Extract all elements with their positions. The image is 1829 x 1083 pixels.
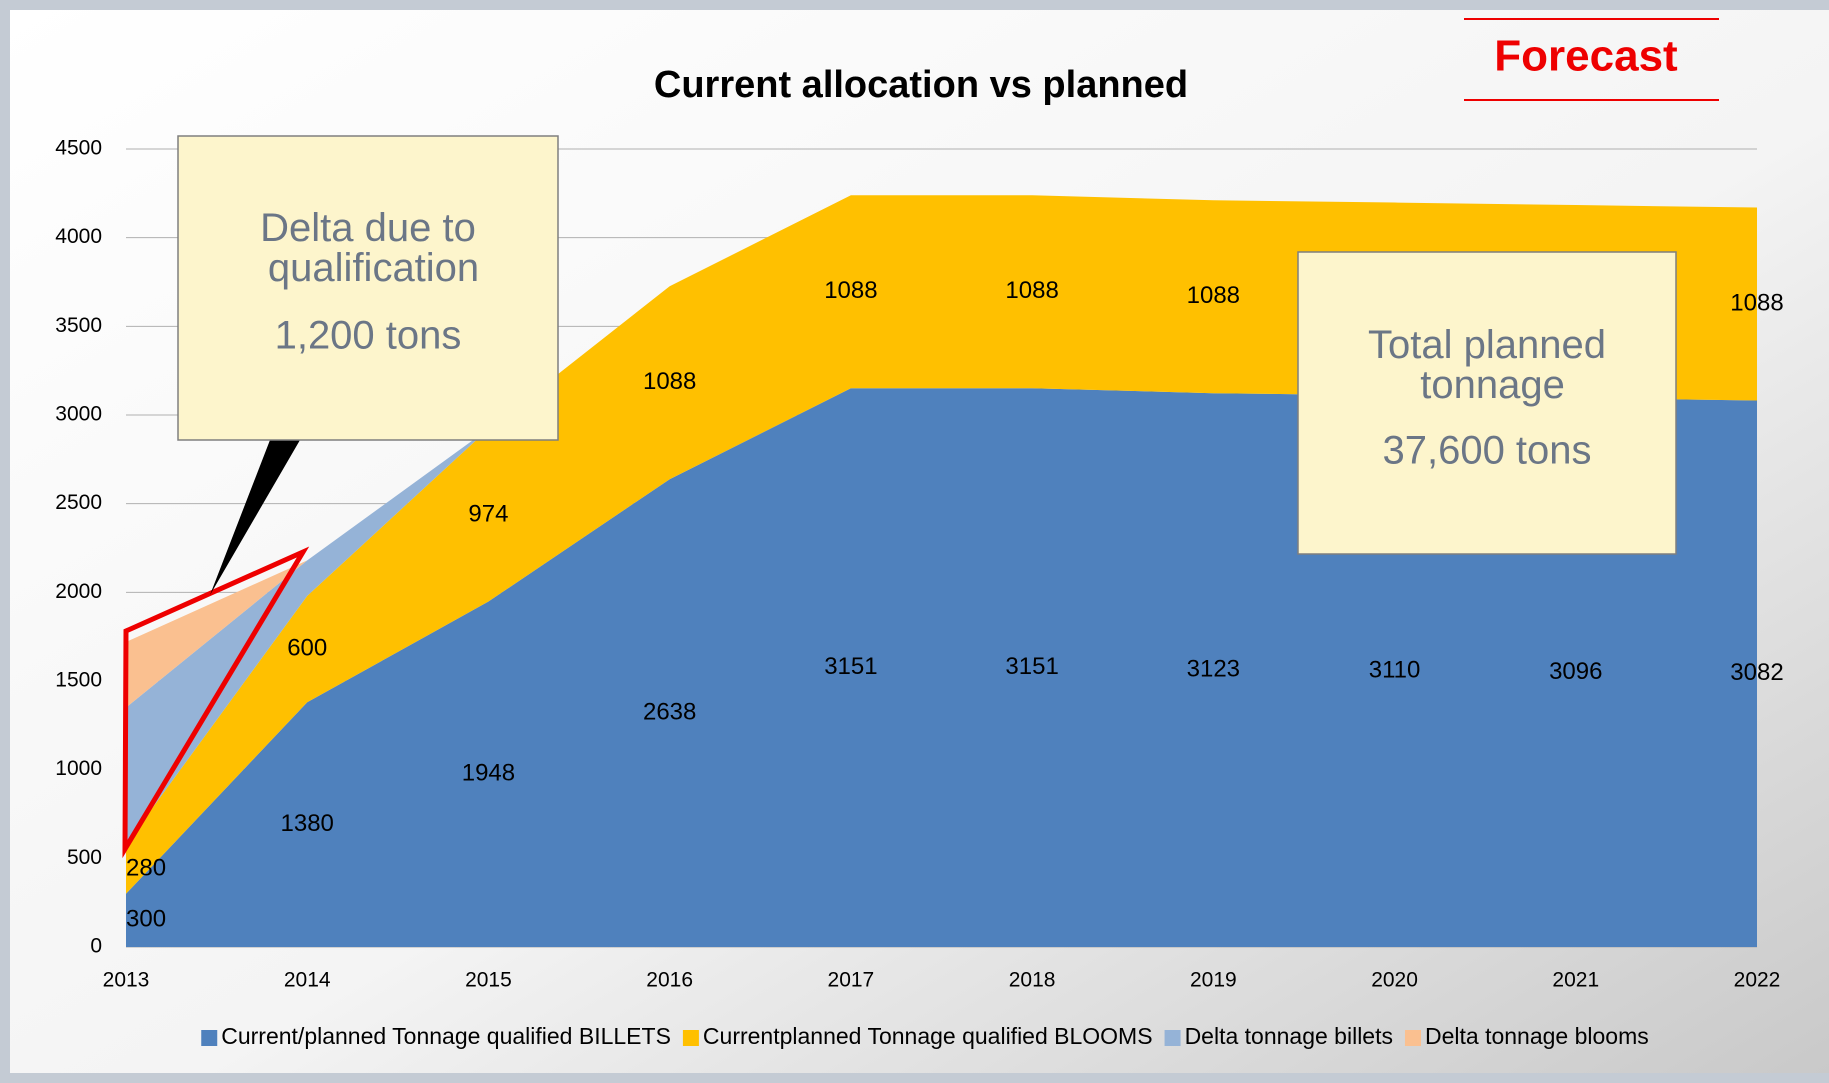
legend-label: Current/planned Tonnage qualified BILLET… — [221, 1023, 671, 1049]
callout-value: 37,600 tons — [1382, 429, 1591, 473]
legend-label: Delta tonnage billets — [1185, 1023, 1393, 1049]
data-label: 974 — [468, 501, 508, 528]
legend-swatch — [201, 1030, 218, 1046]
highlight — [122, 546, 310, 859]
data-label: 1948 — [462, 760, 515, 787]
y-tick-label: 1500 — [55, 669, 102, 692]
data-label: 1088 — [1005, 277, 1058, 304]
y-tick-label: 1000 — [55, 757, 102, 780]
y-tick-label: 2000 — [55, 580, 102, 603]
legend: Current/planned Tonnage qualified BILLET… — [201, 1023, 1649, 1049]
data-label: 280 — [126, 854, 166, 881]
callout-box — [1297, 251, 1677, 555]
y-tick-label: 3500 — [55, 314, 102, 337]
forecast-label: Forecast — [1494, 32, 1678, 81]
y-tick-label: 2500 — [55, 491, 102, 514]
y-tick-label: 4000 — [55, 225, 102, 248]
legend-label: Currentplanned Tonnage qualified BLOOMS — [703, 1023, 1153, 1049]
x-tick-label: 2013 — [103, 969, 150, 992]
data-label: 3151 — [1005, 653, 1058, 680]
data-label: 3123 — [1187, 655, 1240, 682]
y-tick-label: 0 — [90, 935, 102, 958]
legend-swatch — [1164, 1030, 1181, 1046]
x-tick-label: 2019 — [1190, 969, 1237, 992]
data-label: 3096 — [1549, 658, 1602, 685]
x-tick-label: 2015 — [465, 969, 512, 992]
callout-value: 1,200 tons — [275, 314, 462, 358]
y-tick-label: 4500 — [55, 137, 102, 160]
y-tick-label: 500 — [67, 846, 102, 869]
data-label: 3110 — [1369, 657, 1421, 684]
y-tick-label: 3000 — [55, 403, 102, 426]
data-label: 300 — [126, 906, 166, 933]
data-label: 3082 — [1730, 659, 1783, 686]
callout-pointer — [210, 440, 300, 595]
data-label: 3151 — [824, 653, 877, 680]
x-tick-label: 2017 — [828, 969, 875, 992]
callout-box — [177, 135, 559, 441]
data-label: 1088 — [643, 368, 696, 395]
x-tick-label: 2021 — [1552, 969, 1599, 992]
data-label: 600 — [287, 634, 327, 661]
chart-title: Current allocation vs planned — [654, 64, 1188, 106]
legend-swatch — [1404, 1030, 1421, 1046]
callout-title: Delta due to qualification — [257, 206, 479, 290]
data-label: 1088 — [824, 277, 877, 304]
x-tick-label: 2016 — [646, 969, 693, 992]
x-tick-label: 2018 — [1009, 969, 1056, 992]
data-label: 1088 — [1730, 289, 1783, 316]
callout-title: Total planned tonnage — [1368, 323, 1606, 407]
x-tick-label: 2022 — [1734, 969, 1781, 992]
legend-swatch — [682, 1030, 699, 1046]
data-label: 1380 — [281, 810, 334, 837]
data-label: 2638 — [643, 698, 696, 725]
x-tick-label: 2020 — [1371, 969, 1418, 992]
x-tick-label: 2014 — [284, 969, 331, 992]
legend-label: Delta tonnage blooms — [1425, 1023, 1649, 1049]
data-label: 1088 — [1187, 282, 1240, 309]
